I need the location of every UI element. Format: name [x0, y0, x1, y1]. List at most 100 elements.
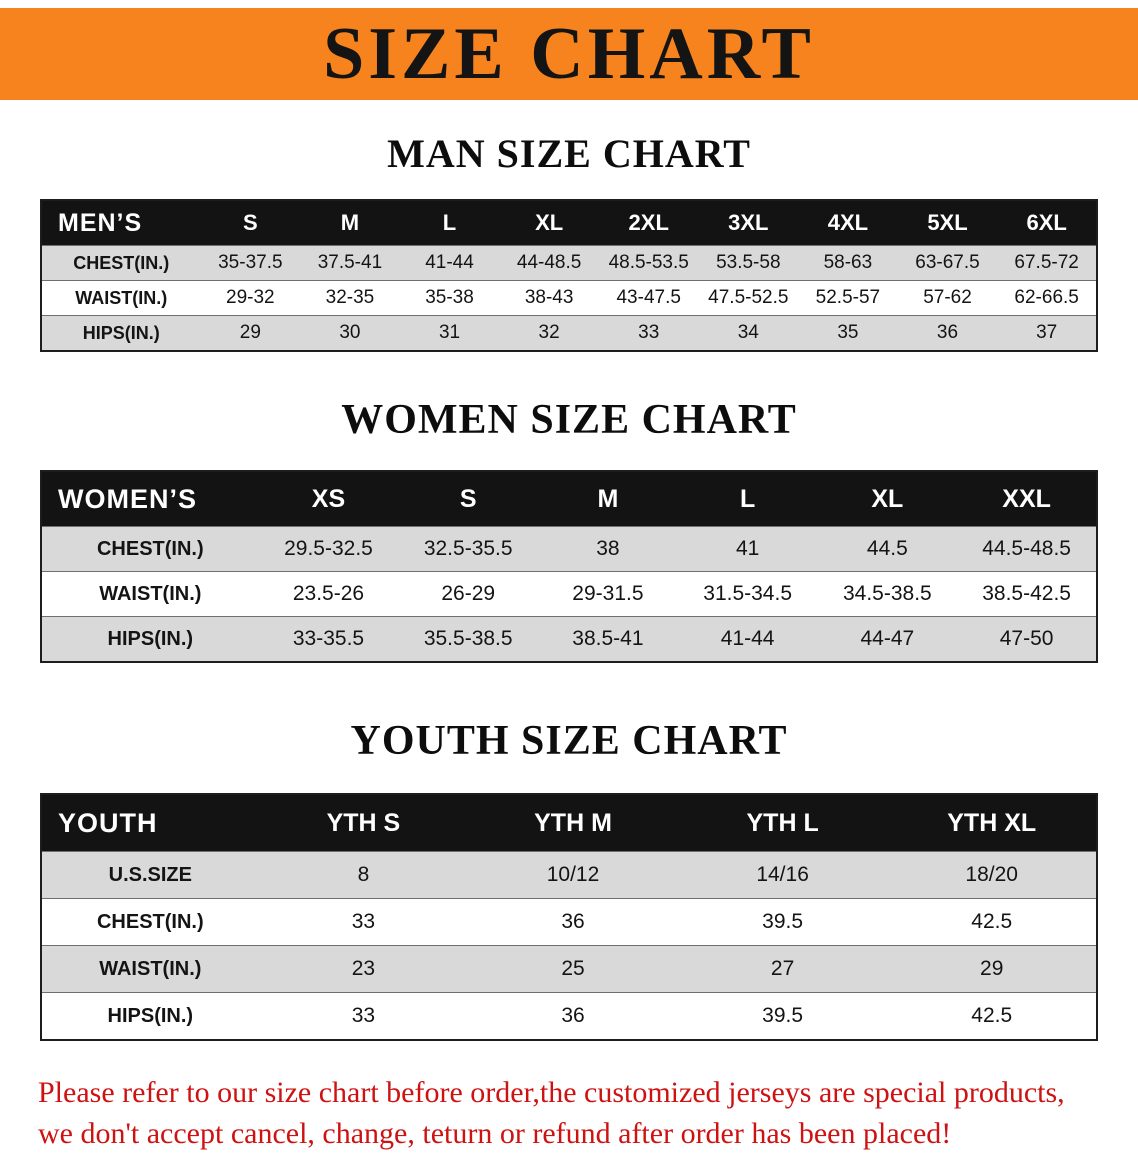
- size-value-cell: 8: [259, 852, 469, 899]
- size-value-cell: 37.5-41: [300, 246, 400, 281]
- size-value-cell: 44-47: [818, 617, 958, 663]
- size-value-cell: 29.5-32.5: [259, 527, 399, 572]
- size-value-cell: 44.5: [818, 527, 958, 572]
- size-value-cell: 36: [468, 899, 678, 946]
- size-value-cell: 38.5-42.5: [957, 572, 1097, 617]
- size-value-cell: 47.5-52.5: [699, 281, 799, 316]
- size-column-header: 5XL: [898, 200, 998, 246]
- size-value-cell: 23.5-26: [259, 572, 399, 617]
- table-corner-label: YOUTH: [41, 794, 259, 852]
- size-column-header: 3XL: [699, 200, 799, 246]
- disclaimer-line-2: we don't accept cancel, change, teturn o…: [38, 1114, 1098, 1154]
- disclaimer-line-1: Please refer to our size chart before or…: [38, 1073, 1098, 1114]
- size-value-cell: 52.5-57: [798, 281, 898, 316]
- size-value-cell: 39.5: [678, 993, 888, 1041]
- men-section-title: MAN SIZE CHART: [0, 130, 1138, 177]
- size-value-cell: 48.5-53.5: [599, 246, 699, 281]
- size-value-cell: 43-47.5: [599, 281, 699, 316]
- size-column-header: XS: [259, 471, 399, 527]
- size-value-cell: 38-43: [499, 281, 599, 316]
- size-value-cell: 36: [898, 316, 998, 352]
- size-value-cell: 38: [538, 527, 678, 572]
- size-value-cell: 32: [499, 316, 599, 352]
- size-column-header: YTH L: [678, 794, 888, 852]
- size-value-cell: 57-62: [898, 281, 998, 316]
- size-value-cell: 58-63: [798, 246, 898, 281]
- women-section-title: WOMEN SIZE CHART: [0, 396, 1138, 444]
- size-value-cell: 36: [468, 993, 678, 1041]
- page-title: SIZE CHART: [323, 17, 815, 91]
- measurement-row-label: HIPS(IN.): [41, 617, 259, 663]
- size-value-cell: 14/16: [678, 852, 888, 899]
- size-value-cell: 47-50: [957, 617, 1097, 663]
- size-column-header: XL: [499, 200, 599, 246]
- size-value-cell: 41-44: [678, 617, 818, 663]
- size-column-header: YTH XL: [887, 794, 1097, 852]
- size-value-cell: 38.5-41: [538, 617, 678, 663]
- size-value-cell: 53.5-58: [699, 246, 799, 281]
- size-column-header: S: [201, 200, 301, 246]
- size-value-cell: 35-37.5: [201, 246, 301, 281]
- size-value-cell: 35-38: [400, 281, 500, 316]
- youth-section-title: YOUTH SIZE CHART: [0, 717, 1138, 765]
- table-corner-label: WOMEN’S: [41, 471, 259, 527]
- size-value-cell: 33: [599, 316, 699, 352]
- size-column-header: L: [400, 200, 500, 246]
- size-column-header: XXL: [957, 471, 1097, 527]
- size-column-header: YTH M: [468, 794, 678, 852]
- size-value-cell: 32.5-35.5: [398, 527, 538, 572]
- size-value-cell: 34.5-38.5: [818, 572, 958, 617]
- measurement-row-label: U.S.SIZE: [41, 852, 259, 899]
- measurement-row-label: WAIST(IN.): [41, 281, 201, 316]
- size-column-header: 6XL: [997, 200, 1097, 246]
- size-column-header: 4XL: [798, 200, 898, 246]
- size-value-cell: 31.5-34.5: [678, 572, 818, 617]
- measurement-row-label: WAIST(IN.): [41, 572, 259, 617]
- size-value-cell: 33-35.5: [259, 617, 399, 663]
- size-value-cell: 34: [699, 316, 799, 352]
- size-value-cell: 37: [997, 316, 1097, 352]
- size-value-cell: 33: [259, 899, 469, 946]
- size-column-header: 2XL: [599, 200, 699, 246]
- size-value-cell: 42.5: [887, 993, 1097, 1041]
- size-value-cell: 29-32: [201, 281, 301, 316]
- size-value-cell: 32-35: [300, 281, 400, 316]
- table-corner-label: MEN’S: [41, 200, 201, 246]
- disclaimer: Please refer to our size chart before or…: [38, 1073, 1098, 1154]
- size-column-header: L: [678, 471, 818, 527]
- size-value-cell: 35: [798, 316, 898, 352]
- size-value-cell: 39.5: [678, 899, 888, 946]
- measurement-row-label: WAIST(IN.): [41, 946, 259, 993]
- size-column-header: M: [300, 200, 400, 246]
- size-value-cell: 29: [201, 316, 301, 352]
- size-column-header: XL: [818, 471, 958, 527]
- size-value-cell: 62-66.5: [997, 281, 1097, 316]
- measurement-row-label: HIPS(IN.): [41, 993, 259, 1041]
- size-value-cell: 41-44: [400, 246, 500, 281]
- size-value-cell: 44.5-48.5: [957, 527, 1097, 572]
- measurement-row-label: CHEST(IN.): [41, 527, 259, 572]
- size-column-header: S: [398, 471, 538, 527]
- size-value-cell: 35.5-38.5: [398, 617, 538, 663]
- measurement-row-label: CHEST(IN.): [41, 899, 259, 946]
- size-value-cell: 26-29: [398, 572, 538, 617]
- size-value-cell: 30: [300, 316, 400, 352]
- measurement-row-label: HIPS(IN.): [41, 316, 201, 352]
- banner: SIZE CHART: [0, 8, 1138, 100]
